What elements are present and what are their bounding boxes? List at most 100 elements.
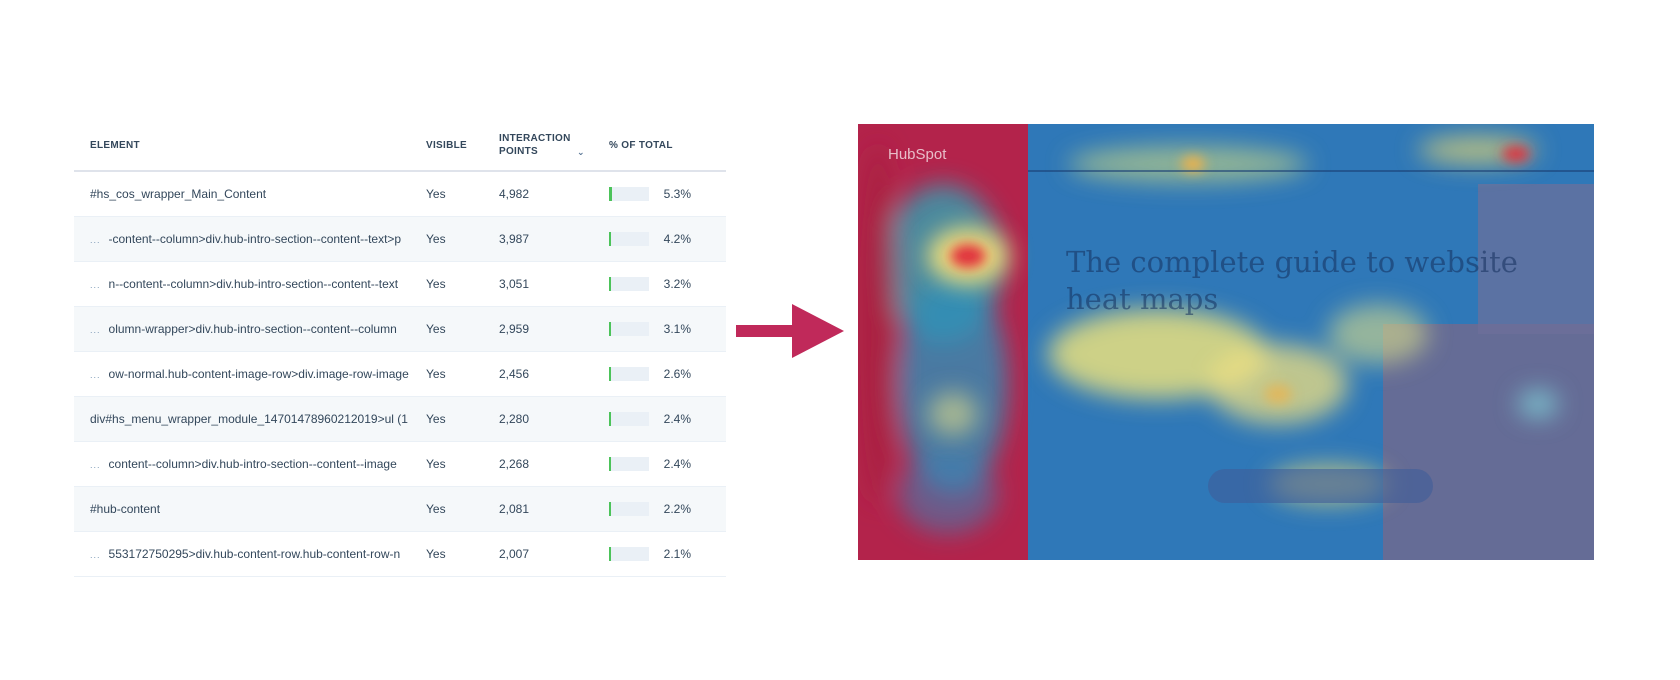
row-element-text: olumn-wrapper>div.hub-intro-section--con… (108, 322, 397, 336)
table-row[interactable]: ... ow-normal.hub-content-image-row>div.i… (74, 352, 726, 397)
percent-bar-fill (609, 502, 611, 516)
percent-bar (609, 457, 649, 471)
percent-bar-fill (609, 412, 611, 426)
row-percent: 2.4% (609, 457, 726, 471)
heatmap-page-title: The complete guide to website heat maps (1066, 245, 1518, 316)
row-interaction-points: 2,456 (499, 367, 530, 381)
ellipsis-icon[interactable]: ... (90, 460, 101, 470)
row-element-text: content--column>div.hub-intro-section--c… (108, 457, 397, 471)
percent-bar-fill (609, 547, 611, 561)
percent-bar-fill (609, 367, 611, 381)
row-element: div#hs_menu_wrapper_module_1470147896021… (74, 412, 426, 426)
row-interaction-points: 2,959 (499, 322, 530, 336)
table-row[interactable]: ... -content--column>div.hub-intro-sectio… (74, 217, 726, 262)
row-visible: Yes (426, 502, 446, 516)
percent-bar (609, 367, 649, 381)
percent-text: 5.3% (663, 187, 691, 201)
row-visible: Yes (426, 322, 446, 336)
chevron-down-icon[interactable]: ⌄ (577, 146, 585, 157)
row-interaction-points: 3,051 (499, 277, 530, 291)
row-element: #hub-content (74, 502, 426, 516)
percent-bar (609, 412, 649, 426)
row-percent: 4.2% (609, 232, 726, 246)
interaction-table: ELEMENT VISIBLE INTERACTION POINTS ⌄ % O… (74, 120, 726, 577)
row-element-text: #hub-content (90, 502, 161, 516)
arrow-right-icon (736, 304, 844, 358)
row-element-text: ow-normal.hub-content-image-row>div.imag… (108, 367, 409, 381)
row-element-text: -content--column>div.hub-intro-section--… (108, 232, 402, 246)
table-row[interactable]: #hs_cos_wrapper_Main_Content Yes 4,982 5.3% (74, 172, 726, 217)
percent-text: 2.1% (663, 547, 691, 561)
percent-bar (609, 502, 649, 516)
percent-bar (609, 187, 649, 201)
ellipsis-icon[interactable]: ... (90, 235, 101, 245)
percent-bar-fill (609, 322, 611, 336)
header-percent-total[interactable]: % OF TOTAL (609, 139, 673, 151)
table-row[interactable]: ... 553172750295>div.hub-content-row.hub-… (74, 532, 726, 577)
row-percent: 5.3% (609, 187, 726, 201)
header-interaction-points-label: INTERACTION POINTS (499, 133, 571, 157)
row-percent: 3.1% (609, 322, 726, 336)
row-interaction-points: 4,982 (499, 187, 530, 201)
row-interaction-points: 2,268 (499, 457, 530, 471)
row-element-text: n--content--column>div.hub-intro-section… (108, 277, 399, 291)
row-interaction-points: 2,081 (499, 502, 530, 516)
ellipsis-icon[interactable]: ... (90, 325, 101, 335)
percent-text: 2.6% (663, 367, 691, 381)
ellipsis-icon[interactable]: ... (90, 280, 101, 290)
row-percent: 2.4% (609, 412, 726, 426)
header-visible[interactable]: VISIBLE (426, 139, 467, 151)
row-element: ... -content--column>div.hub-intro-sectio… (74, 232, 426, 246)
table-header: ELEMENT VISIBLE INTERACTION POINTS ⌄ % O… (74, 120, 726, 172)
row-percent: 2.2% (609, 502, 726, 516)
table-row[interactable]: ... olumn-wrapper>div.hub-intro-section--… (74, 307, 726, 352)
row-visible: Yes (426, 367, 446, 381)
row-interaction-points: 3,987 (499, 232, 530, 246)
row-element-text: #hs_cos_wrapper_Main_Content (90, 187, 267, 201)
row-percent: 2.6% (609, 367, 726, 381)
row-element: ... 553172750295>div.hub-content-row.hub-… (74, 547, 426, 561)
heatmap-overlay (858, 124, 1594, 560)
row-visible: Yes (426, 277, 446, 291)
percent-bar (609, 232, 649, 246)
percent-bar-fill (609, 457, 611, 471)
table-row[interactable]: ... content--column>div.hub-intro-section… (74, 442, 726, 487)
row-visible: Yes (426, 187, 446, 201)
row-percent: 2.1% (609, 547, 726, 561)
row-element: ... ow-normal.hub-content-image-row>div.i… (74, 367, 426, 381)
row-element-text: div#hs_menu_wrapper_module_1470147896021… (90, 412, 408, 426)
percent-bar (609, 277, 649, 291)
percent-bar-fill (609, 232, 611, 246)
table-row[interactable]: ... n--content--column>div.hub-intro-sect… (74, 262, 726, 307)
percent-text: 4.2% (663, 232, 691, 246)
table-body: #hs_cos_wrapper_Main_Content Yes 4,982 5.3%… (74, 172, 726, 577)
percent-text: 2.4% (663, 457, 691, 471)
row-visible: Yes (426, 457, 446, 471)
row-visible: Yes (426, 412, 446, 426)
percent-bar (609, 547, 649, 561)
row-interaction-points: 2,280 (499, 412, 530, 426)
percent-text: 2.2% (663, 502, 691, 516)
row-visible: Yes (426, 232, 446, 246)
header-interaction-points[interactable]: INTERACTION POINTS ⌄ (499, 132, 609, 158)
row-visible: Yes (426, 547, 446, 561)
percent-text: 3.1% (663, 322, 691, 336)
row-percent: 3.2% (609, 277, 726, 291)
row-element: ... content--column>div.hub-intro-section… (74, 457, 426, 471)
header-element[interactable]: ELEMENT (90, 139, 140, 151)
percent-text: 2.4% (663, 412, 691, 426)
row-element: ... n--content--column>div.hub-intro-sect… (74, 277, 426, 291)
percent-text: 3.2% (663, 277, 691, 291)
ellipsis-icon[interactable]: ... (90, 370, 101, 380)
heatmap-screenshot: HubSpot The complete guide to website he… (858, 124, 1594, 560)
ellipsis-icon[interactable]: ... (90, 550, 101, 560)
percent-bar (609, 322, 649, 336)
table-row[interactable]: #hub-content Yes 2,081 2.2% (74, 487, 726, 532)
row-interaction-points: 2,007 (499, 547, 530, 561)
row-element: #hs_cos_wrapper_Main_Content (74, 187, 426, 201)
percent-bar-fill (609, 277, 611, 291)
row-element: ... olumn-wrapper>div.hub-intro-section--… (74, 322, 426, 336)
table-row[interactable]: div#hs_menu_wrapper_module_1470147896021… (74, 397, 726, 442)
heatmap-logo: HubSpot (888, 146, 947, 163)
row-element-text: 553172750295>div.hub-content-row.hub-con… (108, 547, 401, 561)
